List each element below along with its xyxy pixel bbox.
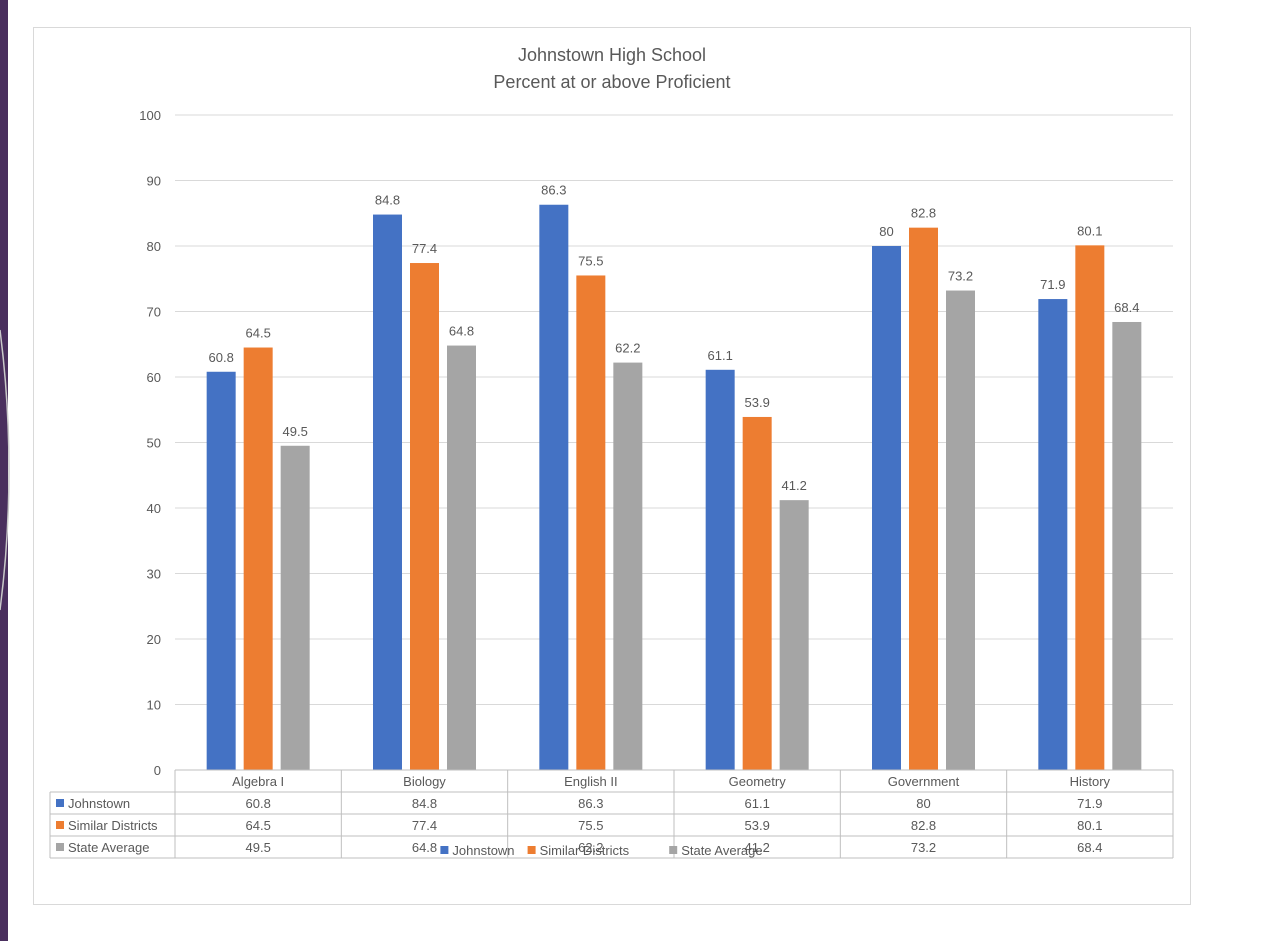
bar: [576, 275, 606, 770]
table-series-name: Johnstown: [68, 796, 130, 811]
gridlines: [175, 114, 1173, 705]
table-cell: 80: [916, 796, 930, 811]
table-cell: 64.8: [412, 840, 437, 855]
y-axis: 0 10 20 30 40 50 60 70 80 90 100: [139, 108, 161, 778]
legend-label: Similar Districts: [540, 843, 630, 858]
table-legend-key: [56, 843, 64, 851]
y-tick-label: 60: [147, 370, 161, 385]
table-cell: 75.5: [578, 818, 603, 833]
data-label: 73.2: [948, 269, 973, 284]
bar: [1075, 245, 1105, 771]
legend-label: State Average: [681, 843, 762, 858]
legend-key: [527, 846, 536, 854]
table-cell: 60.8: [246, 796, 271, 811]
data-table: Algebra I Biology English II Geometry Govern…: [49, 769, 1174, 859]
table-legend-key: [56, 821, 64, 829]
table-cell: 41.2: [745, 840, 770, 855]
category-label: History: [1070, 774, 1111, 789]
table-cell: 82.8: [911, 818, 936, 833]
table-legend-key: [56, 799, 64, 807]
legend-key: [669, 846, 678, 854]
chart-container: Johnstown High School Percent at or abov…: [33, 27, 1191, 905]
table-cell: 53.9: [745, 818, 770, 833]
data-label: 80: [879, 224, 893, 239]
bar: [243, 347, 273, 770]
category-label: English II: [564, 774, 617, 789]
data-label: 64.8: [449, 324, 474, 339]
bar: [410, 263, 439, 770]
data-label: 82.8: [911, 206, 936, 221]
table-cell: 73.2: [911, 840, 936, 855]
data-label: 71.9: [1040, 277, 1065, 292]
y-tick-label: 40: [147, 501, 161, 516]
y-tick-label: 20: [147, 632, 161, 647]
chart-subtitle: Percent at or above Proficient: [493, 72, 730, 92]
y-tick-label: 10: [147, 698, 161, 713]
y-tick-label: 50: [147, 436, 161, 451]
data-labels: 60.8 64.5 49.5 84.8 77.4 64.8 86.3 75.5 62.2 61.1…: [209, 183, 1140, 493]
bar: [447, 345, 476, 770]
table-cell: 61.1: [745, 796, 770, 811]
bar: [779, 500, 809, 770]
table-series-name: State Average: [68, 840, 149, 855]
data-label: 86.3: [541, 183, 566, 198]
y-tick-label: 90: [147, 174, 161, 189]
bars: [206, 204, 1142, 771]
table-cell: 68.4: [1077, 840, 1102, 855]
data-label: 60.8: [209, 350, 234, 365]
bar: [613, 362, 643, 770]
table-cell: 84.8: [412, 796, 437, 811]
bar: [206, 371, 236, 770]
table-cell: 62.2: [578, 840, 603, 855]
table-cell: 80.1: [1077, 818, 1102, 833]
y-tick-label: 80: [147, 239, 161, 254]
bar: [742, 416, 772, 770]
data-label: 77.4: [412, 241, 437, 256]
data-label: 61.1: [708, 348, 733, 363]
legend: Johnstown Similar Districts State Average: [440, 843, 763, 858]
table-series-name: Similar Districts: [68, 818, 158, 833]
bar: [946, 290, 975, 770]
y-tick-label: 70: [147, 305, 161, 320]
bar: [705, 369, 735, 770]
table-cell: 71.9: [1077, 796, 1102, 811]
data-label: 64.5: [246, 326, 271, 341]
bar: [872, 246, 901, 770]
bar: [539, 204, 569, 771]
legend-label: Johnstown: [452, 843, 514, 858]
table-cell: 64.5: [246, 818, 271, 833]
data-label: 75.5: [578, 253, 603, 268]
table-cell: 86.3: [578, 796, 603, 811]
chart-svg: Johnstown High School Percent at or abov…: [49, 45, 1174, 859]
y-tick-label: 30: [147, 567, 161, 582]
bar: [909, 227, 938, 770]
y-tick-label: 100: [139, 108, 161, 123]
data-label: 49.5: [283, 424, 308, 439]
category-label: Algebra I: [232, 774, 284, 789]
table-cell: 49.5: [246, 840, 271, 855]
y-tick-label: 0: [154, 763, 161, 778]
category-label: Geometry: [729, 774, 787, 789]
category-label: Government: [888, 774, 960, 789]
bar: [280, 445, 310, 770]
data-label: 41.2: [782, 478, 807, 493]
data-label: 80.1: [1077, 223, 1102, 238]
category-label: Biology: [403, 774, 446, 789]
bar: [373, 214, 402, 770]
slide-edge-strip: [0, 0, 8, 941]
table-cell: 77.4: [412, 818, 437, 833]
legend-key: [440, 846, 449, 854]
data-label: 53.9: [745, 395, 770, 410]
bar: [1112, 321, 1142, 770]
bar: [1038, 299, 1068, 770]
chart-title: Johnstown High School: [518, 45, 706, 65]
data-label: 68.4: [1114, 300, 1139, 315]
data-label: 62.2: [615, 341, 640, 356]
data-label: 84.8: [375, 193, 400, 208]
